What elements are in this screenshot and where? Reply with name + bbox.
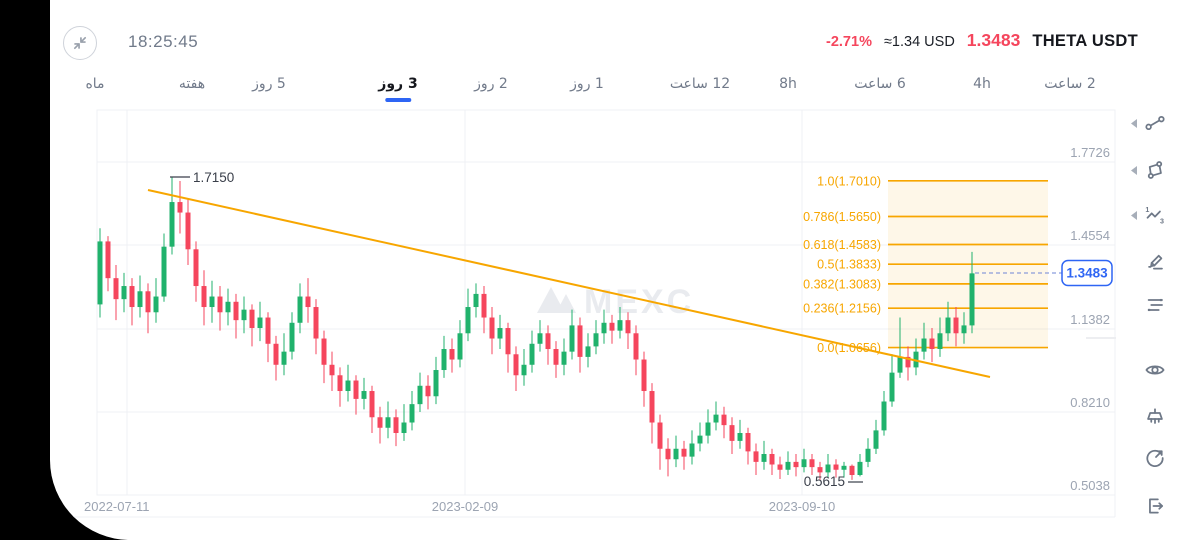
elliott-wave-tool-icon[interactable]: 13 [1144, 204, 1166, 226]
timeframe-tab[interactable]: 2 ساعت [1044, 76, 1096, 92]
last-price-badge-value: 1.3483 [1066, 266, 1108, 281]
brush-tool-icon[interactable] [1144, 249, 1166, 271]
timeframe-tab[interactable]: 12 ساعت [669, 76, 731, 92]
collapse-arrows-icon [73, 36, 87, 50]
descending-trend-line[interactable] [147, 189, 991, 378]
timeframe-tab[interactable]: 5 روز [252, 76, 286, 92]
svg-text:1: 1 [1145, 206, 1149, 214]
trend-line-tool[interactable] [1131, 112, 1166, 134]
submenu-arrow-icon [1131, 118, 1137, 128]
shapes-tool-icon[interactable] [1144, 159, 1166, 181]
x-axis-label: 2022-07-11 [84, 499, 150, 514]
fib-level-label: 0.0(1.0656) [817, 341, 881, 355]
clock-time: 18:25:45 [128, 32, 199, 51]
collapse-fullscreen-button[interactable] [63, 26, 97, 60]
last-price-marker: 1.3483 [975, 259, 1113, 287]
trading-app-window: MEXC 1.0(1.7010) 0.786(1.5650) 0.618(1.4583… [50, 0, 1200, 540]
trend-line-tool-icon[interactable] [1144, 112, 1166, 134]
clear-drawings-tool-icon[interactable] [1144, 406, 1166, 428]
fib-level-label: 0.236(1.2156) [803, 302, 881, 316]
timeframe-tab[interactable]: هفته [178, 76, 206, 92]
svg-text:3: 3 [1160, 217, 1164, 225]
last-price: 1.3483 [966, 30, 1021, 50]
visibility-tool-icon[interactable] [1144, 359, 1166, 381]
fib-levels-tool-icon[interactable] [1144, 294, 1166, 316]
timeframe-tab[interactable]: 1 روز [570, 76, 604, 92]
submenu-arrow-icon [1131, 210, 1137, 220]
fib-level-label: 0.382(1.3083) [803, 277, 881, 291]
candlestick-chart[interactable]: MEXC 1.0(1.7010) 0.786(1.5650) 0.618(1.4583… [50, 0, 1200, 540]
mexc-watermark: MEXC [537, 283, 694, 321]
x-axis: 2022-07-11 2023-02-09 2023-09-10 [84, 499, 835, 514]
fib-level-label: 1.0(1.7010) [817, 174, 881, 188]
symbol-name: THETA USDT [1032, 32, 1138, 50]
ticker-summary: -2.71% ≈1.34 USD 1.3483 THETA USDT [826, 30, 1138, 51]
timeframe-tab[interactable]: 4h [973, 76, 991, 92]
refresh-tool[interactable] [1131, 447, 1166, 469]
brush-tool[interactable] [1131, 249, 1166, 271]
change-percent: -2.71% [826, 34, 872, 50]
timeframe-tab[interactable]: ماه [85, 76, 105, 92]
x-axis-label: 2023-09-10 [769, 499, 836, 514]
price-annotations: 1.7150 0.5615 [170, 170, 863, 489]
fib-levels-tool[interactable] [1131, 294, 1166, 316]
submenu-arrow-icon [1131, 165, 1137, 175]
fib-level-label: 0.5(1.3833) [817, 258, 881, 272]
y-axis-label: 1.4554 [1070, 228, 1110, 243]
export-tool-icon[interactable] [1144, 495, 1166, 517]
price-annotation-label: 1.7150 [193, 170, 234, 185]
fib-level-label: 0.786(1.5650) [803, 210, 881, 224]
y-axis-label: 1.7726 [1070, 145, 1110, 160]
y-axis-label: 1.1382 [1070, 312, 1110, 327]
last-price-badge [1061, 259, 1113, 287]
x-axis-label: 2023-02-09 [432, 499, 499, 514]
refresh-tool-icon[interactable] [1144, 447, 1166, 469]
timeframe-tab[interactable]: 8h [779, 76, 797, 92]
sidebar-divider [1086, 337, 1116, 339]
export-tool[interactable] [1131, 495, 1166, 517]
timeframe-tabbar: ماه هفته 5 روز 3 روز 2 روز 1 روز 12 ساعت 8h 6 سا… [50, 72, 1200, 104]
y-axis-label: 0.8210 [1070, 395, 1110, 410]
fib-level-label: 0.618(1.4583) [803, 238, 881, 252]
price-annotation-label: 0.5615 [804, 474, 845, 489]
shapes-tool[interactable] [1131, 159, 1166, 181]
fib-retracement[interactable]: 1.0(1.7010) 0.786(1.5650) 0.618(1.4583) 0.5… [803, 174, 1048, 355]
timeframe-tab[interactable]: 6 ساعت [854, 76, 906, 92]
y-axis-label: 0.5038 [1070, 478, 1110, 493]
timeframe-tab[interactable]: 2 روز [474, 76, 508, 92]
active-tab-underline [384, 98, 411, 102]
candles [97, 177, 975, 480]
timeframe-tab[interactable]: 3 روز [378, 76, 418, 102]
visibility-tool[interactable] [1131, 359, 1166, 381]
y-axis: 1.7726 1.4554 1.1382 0.8210 0.5038 [1070, 145, 1110, 493]
approx-fiat-price: ≈1.34 USD [883, 34, 955, 50]
clear-drawings-tool[interactable] [1131, 406, 1166, 428]
svg-text:MEXC: MEXC [584, 283, 694, 321]
